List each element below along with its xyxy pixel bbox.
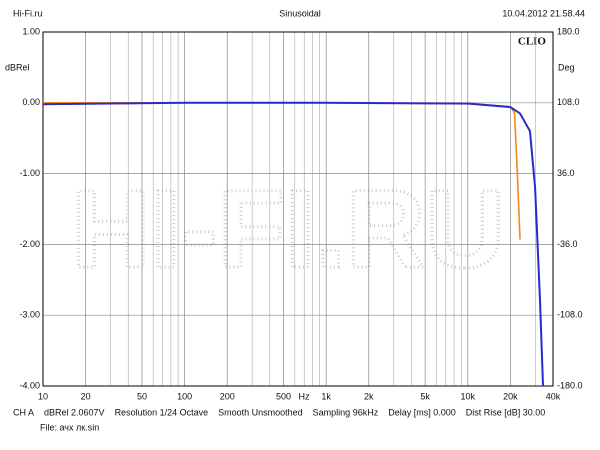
x-tick-label: 50: [137, 391, 147, 401]
y-tick-label: 1.00: [22, 26, 40, 36]
footer-item: dBRel 2.0607V: [44, 407, 105, 417]
plot-frame: [42, 31, 554, 387]
y2-tick-label: -108.0: [557, 310, 583, 320]
y-tick-label: -4.00: [19, 380, 40, 390]
header-left: Hi-Fi.ru: [13, 8, 43, 18]
watermark: HI-FI.RU: [71, 168, 505, 291]
footer-item: Resolution 1/24 Octave: [115, 407, 209, 417]
y-tick-label: 0.00: [22, 97, 40, 107]
footer-item: Delay [ms] 0.000: [388, 407, 456, 417]
brand: CLIO: [518, 36, 547, 48]
y-tick-label: -3.00: [19, 310, 40, 320]
x-tick-label: 10k: [460, 391, 475, 401]
footer-item: Dist Rise [dB] 30.00: [466, 407, 546, 417]
x-tick-label: 20: [81, 391, 91, 401]
series-line: [42, 101, 545, 387]
x-tick-label: 40k: [546, 391, 561, 401]
header-right: 10.04.2012 21.58.44: [502, 8, 585, 18]
y2-tick-label: 36.0: [557, 168, 575, 178]
y2-tick-label: -36.0: [557, 239, 578, 249]
x-tick-label: 100: [177, 391, 192, 401]
x-tick-label: 5k: [420, 391, 430, 401]
y2-tick-label: 180.0: [557, 26, 580, 36]
y-tick-label: -2.00: [19, 239, 40, 249]
x-tick-label: 500: [276, 391, 291, 401]
x-tick-label: 20k: [503, 391, 518, 401]
footer-item: Smooth Unsmoothed: [218, 407, 303, 417]
x-unit: Hz: [299, 391, 310, 401]
footer-item: CH A: [13, 407, 34, 417]
footer-item: Sampling 96kHz: [313, 407, 379, 417]
x-tick-label: 10: [38, 391, 48, 401]
x-tick-label: 200: [220, 391, 235, 401]
x-tick-label: 2k: [364, 391, 374, 401]
y2-axis-label: Deg: [558, 62, 575, 72]
y-axis-label: dBRel: [5, 62, 30, 72]
y2-tick-label: -180.0: [557, 380, 583, 390]
y2-tick-label: 108.0: [557, 97, 580, 107]
x-tick-label: 1k: [321, 391, 331, 401]
chart-title: Sinusoidal: [279, 8, 321, 18]
y-tick-label: -1.00: [19, 168, 40, 178]
file-label: File: ачх лк.sin: [40, 422, 99, 432]
